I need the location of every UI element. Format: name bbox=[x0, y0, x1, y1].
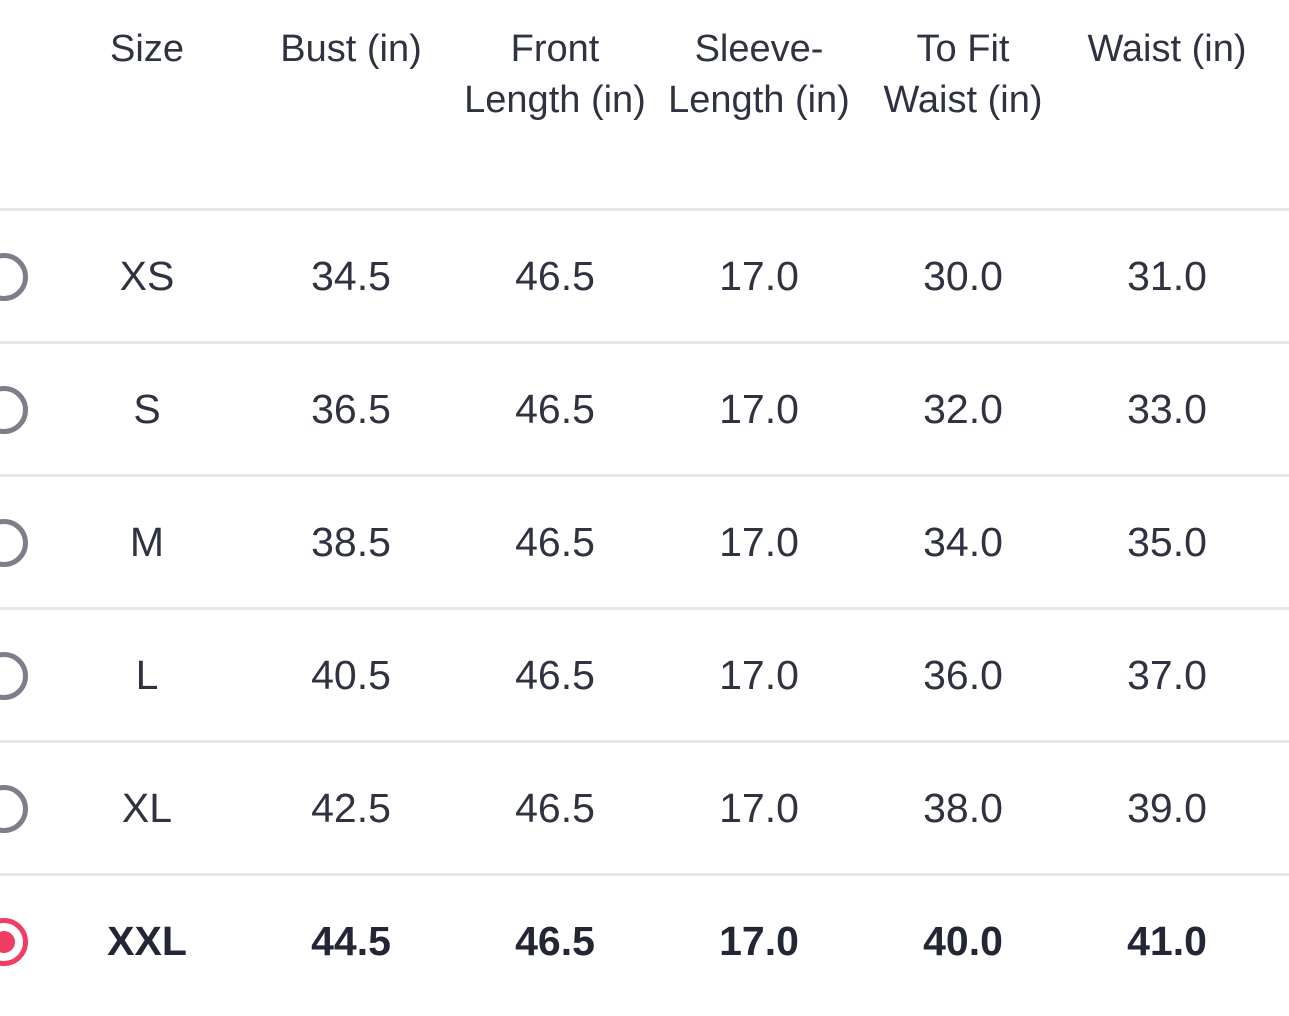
cell-waist: 31.0 bbox=[1127, 253, 1207, 299]
table-row[interactable]: M 38.5 46.5 17.0 34.0 35.0 bbox=[0, 477, 1289, 610]
size-radio-selected[interactable] bbox=[0, 918, 28, 966]
table-body: XS 34.5 46.5 17.0 30.0 31.0 S 36.5 46.5 17.0 32.0 3… bbox=[0, 211, 1289, 1016]
table-row[interactable]: XL 42.5 46.5 17.0 38.0 39.0 bbox=[0, 743, 1289, 876]
header-front-length: Front Length (in) bbox=[453, 24, 657, 126]
cell-front-length: 46.5 bbox=[515, 519, 595, 565]
cell-sleeve-length: 17.0 bbox=[719, 253, 799, 299]
cell-waist: 37.0 bbox=[1127, 652, 1207, 698]
header-sleeve-length-line1: Sleeve- bbox=[694, 28, 824, 70]
cell-front-length: 46.5 bbox=[515, 785, 595, 831]
cell-to-fit-waist: 40.0 bbox=[923, 918, 1003, 964]
size-radio[interactable] bbox=[0, 785, 28, 833]
cell-front-length: 46.5 bbox=[515, 386, 595, 432]
header-to-fit-waist: To Fit Waist (in) bbox=[861, 24, 1065, 126]
header-sleeve-length-line2: Length (in) bbox=[668, 79, 850, 121]
cell-waist: 33.0 bbox=[1127, 386, 1207, 432]
header-front-length-line1: Front bbox=[510, 28, 600, 70]
cell-sleeve-length: 17.0 bbox=[719, 918, 799, 964]
header-to-fit-waist-line1: To Fit bbox=[916, 28, 1010, 70]
cell-to-fit-waist: 32.0 bbox=[923, 386, 1003, 432]
table-row[interactable]: XXL 44.5 46.5 17.0 40.0 41.0 bbox=[0, 876, 1289, 1016]
cell-size: XS bbox=[119, 253, 175, 299]
cell-front-length: 46.5 bbox=[515, 253, 595, 299]
size-radio[interactable] bbox=[0, 652, 28, 700]
header-waist: Waist (in) bbox=[1065, 24, 1269, 75]
cell-bust: 42.5 bbox=[311, 785, 391, 831]
header-sleeve-length: Sleeve- Length (in) bbox=[657, 24, 861, 126]
table-header-row: Size Bust (in) Front Length (in) Sleeve-… bbox=[0, 0, 1289, 211]
cell-bust: 44.5 bbox=[311, 918, 391, 964]
header-to-fit-waist-line2: Waist (in) bbox=[883, 79, 1043, 121]
cell-sleeve-length: 17.0 bbox=[719, 652, 799, 698]
cell-size: S bbox=[133, 386, 161, 432]
cell-bust: 38.5 bbox=[311, 519, 391, 565]
table-row[interactable]: XS 34.5 46.5 17.0 30.0 31.0 bbox=[0, 211, 1289, 344]
header-front-length-line2: Length (in) bbox=[464, 79, 646, 121]
cell-size: M bbox=[129, 519, 165, 565]
cell-bust: 40.5 bbox=[311, 652, 391, 698]
cell-to-fit-waist: 36.0 bbox=[923, 652, 1003, 698]
header-bust: Bust (in) bbox=[249, 24, 453, 75]
header-waist-label: Waist (in) bbox=[1087, 28, 1247, 70]
cell-waist: 35.0 bbox=[1127, 519, 1207, 565]
size-radio[interactable] bbox=[0, 386, 28, 434]
cell-waist: 39.0 bbox=[1127, 785, 1207, 831]
size-radio[interactable] bbox=[0, 253, 28, 301]
cell-sleeve-length: 17.0 bbox=[719, 519, 799, 565]
cell-to-fit-waist: 38.0 bbox=[923, 785, 1003, 831]
cell-to-fit-waist: 34.0 bbox=[923, 519, 1003, 565]
cell-front-length: 46.5 bbox=[515, 918, 595, 964]
cell-sleeve-length: 17.0 bbox=[719, 386, 799, 432]
header-size: Size bbox=[45, 24, 249, 75]
table-row[interactable]: L 40.5 46.5 17.0 36.0 37.0 bbox=[0, 610, 1289, 743]
size-radio[interactable] bbox=[0, 519, 28, 567]
cell-bust: 36.5 bbox=[311, 386, 391, 432]
table-row[interactable]: S 36.5 46.5 17.0 32.0 33.0 bbox=[0, 344, 1289, 477]
cell-size: L bbox=[135, 652, 159, 698]
cell-to-fit-waist: 30.0 bbox=[923, 253, 1003, 299]
cell-sleeve-length: 17.0 bbox=[719, 785, 799, 831]
cell-size: XXL bbox=[107, 918, 187, 964]
cell-waist: 41.0 bbox=[1127, 918, 1207, 964]
cell-bust: 34.5 bbox=[311, 253, 391, 299]
cell-size: XL bbox=[121, 785, 173, 831]
header-bust-label: Bust (in) bbox=[280, 28, 422, 70]
cell-front-length: 46.5 bbox=[515, 652, 595, 698]
header-size-label: Size bbox=[110, 28, 184, 70]
